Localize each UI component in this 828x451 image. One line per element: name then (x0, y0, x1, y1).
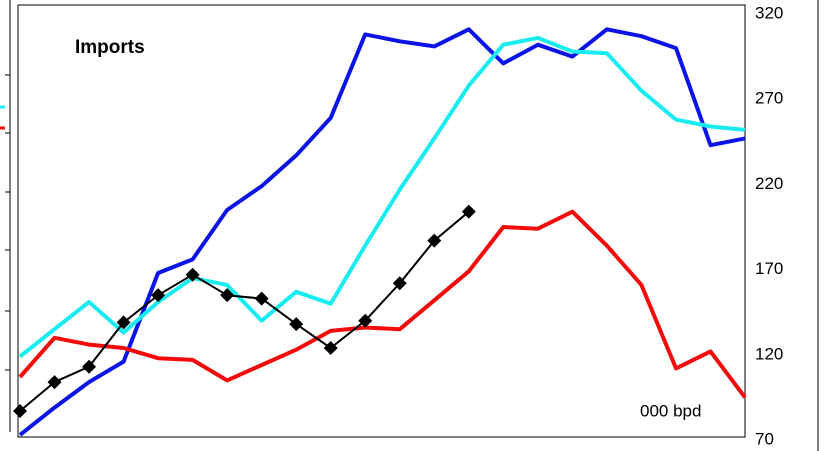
marker (220, 288, 235, 303)
annotation: 000 bpd (640, 401, 701, 420)
marker (392, 276, 407, 291)
series-line (19, 210, 470, 412)
y-tick-label: 120 (755, 344, 783, 363)
marker (116, 315, 131, 330)
y-tick-label: 220 (755, 174, 783, 193)
marker (289, 317, 304, 332)
marker (427, 233, 442, 248)
marker (82, 359, 97, 374)
marker (151, 288, 166, 303)
series-line (18, 27, 746, 437)
marker (461, 204, 476, 219)
marker (323, 340, 338, 355)
marker (185, 267, 200, 282)
neighbor-ticks (5, 74, 10, 371)
marker (358, 313, 373, 328)
y-tick-label: 70 (755, 429, 774, 448)
y-tick-label: 270 (755, 89, 783, 108)
annotation: Imports (75, 37, 145, 58)
marker (47, 375, 62, 390)
plot-area (17, 4, 746, 438)
y-tick-label: 320 (755, 3, 783, 22)
marker (13, 404, 27, 419)
marker (254, 291, 269, 306)
series-line (18, 35, 746, 359)
y-tick-label: 170 (755, 259, 783, 278)
series-line (18, 209, 747, 399)
